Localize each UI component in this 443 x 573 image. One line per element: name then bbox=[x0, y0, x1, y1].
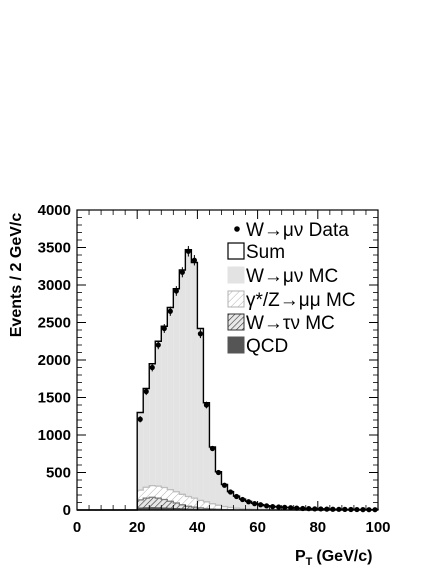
wmunu-bar-28 bbox=[161, 326, 168, 510]
data-point-42 bbox=[203, 402, 210, 408]
x-tick-label-80: 80 bbox=[309, 519, 326, 536]
sum-outline bbox=[77, 249, 379, 511]
wmunu-bar-36 bbox=[185, 249, 192, 510]
legend-swatch-wtaunu bbox=[227, 313, 245, 331]
legend-label-sum: Sum bbox=[246, 242, 285, 263]
x-tick-label-40: 40 bbox=[189, 519, 206, 536]
legend-label-qcd: QCD bbox=[246, 336, 288, 357]
y-tick-label-3500: 3500 bbox=[38, 240, 71, 257]
y-tick-label-3000: 3000 bbox=[38, 277, 71, 294]
wmunu-bar-46 bbox=[215, 471, 222, 510]
data-point-50 bbox=[227, 489, 234, 495]
legend-label-wtaunu: W→τν MC bbox=[246, 313, 335, 334]
wmunu-bar-42 bbox=[203, 402, 210, 510]
y-tick-label-4000: 4000 bbox=[38, 202, 71, 219]
legend-swatch-zmumu bbox=[227, 290, 245, 308]
wmunu-bar-22 bbox=[143, 388, 150, 510]
legend-swatch-sum bbox=[227, 242, 245, 260]
wmunu-bar-32 bbox=[173, 288, 180, 510]
x-axis-label-sub: T bbox=[306, 556, 313, 568]
data-point-32 bbox=[173, 288, 179, 294]
data-point-30 bbox=[167, 308, 173, 314]
sum-histogram bbox=[77, 249, 379, 511]
data-point-40 bbox=[197, 331, 204, 337]
wmunu-bar-56 bbox=[245, 501, 252, 510]
wmunu-bar-26 bbox=[155, 341, 162, 510]
wmunu-bar-50 bbox=[227, 491, 234, 510]
data-point-56 bbox=[245, 499, 252, 505]
legend-label-wmunu: W→μν MC bbox=[246, 266, 338, 287]
wmunu-bar-20 bbox=[137, 412, 144, 510]
data-point-20 bbox=[137, 416, 143, 422]
data-point-66 bbox=[276, 504, 282, 510]
data-point-62 bbox=[264, 503, 270, 509]
tick-labels: 0 500 1000 1500 2000 2500 3000 3500 4000 0 20 40 60 8… bbox=[38, 202, 391, 536]
data-point-86 bbox=[336, 506, 342, 512]
data-point-78 bbox=[312, 506, 318, 512]
data-point-60 bbox=[258, 502, 264, 508]
data-point-22 bbox=[143, 388, 149, 395]
legend-swatch-qcd bbox=[227, 336, 245, 354]
wmunu-bar-40 bbox=[197, 328, 204, 510]
data-point-84 bbox=[330, 506, 336, 512]
data-point-70 bbox=[288, 505, 294, 511]
y-tick-label-1000: 1000 bbox=[38, 427, 71, 444]
stack-fills bbox=[137, 249, 378, 510]
y-tick-label-0: 0 bbox=[63, 502, 71, 519]
data-point-64 bbox=[270, 504, 276, 510]
legend-swatch-wmunu bbox=[227, 266, 245, 284]
wmunu-bar-54 bbox=[239, 499, 246, 510]
data-point-80 bbox=[318, 506, 324, 512]
y-tick-label-2000: 2000 bbox=[38, 352, 71, 369]
y-tick-label-500: 500 bbox=[46, 465, 71, 482]
data-point-36 bbox=[185, 248, 191, 254]
legend-marker-data bbox=[234, 226, 240, 232]
wmunu-bar-52 bbox=[233, 496, 240, 510]
y-tick-label-1500: 1500 bbox=[38, 390, 71, 407]
legend-label-data: W→μν Data bbox=[246, 220, 349, 241]
x-axis-label-units: (GeV/c) bbox=[316, 548, 372, 565]
data-point-58 bbox=[251, 501, 258, 507]
x-tick-label-0: 0 bbox=[73, 519, 81, 536]
x-tick-label-60: 60 bbox=[249, 519, 266, 536]
data-point-34 bbox=[179, 269, 185, 275]
x-axis-label: PT (GeV/c) bbox=[295, 548, 372, 568]
wmunu-bar-30 bbox=[167, 307, 174, 510]
data-point-48 bbox=[221, 482, 228, 488]
x-axis-label-main: P bbox=[295, 548, 306, 565]
data-point-54 bbox=[239, 496, 246, 503]
data-point-44 bbox=[209, 445, 216, 452]
wmunu-bar-24 bbox=[149, 363, 156, 510]
data-point-38 bbox=[191, 257, 197, 263]
data-point-46 bbox=[215, 469, 222, 476]
wmunu-bar-58 bbox=[251, 503, 258, 510]
data-point-24 bbox=[149, 364, 155, 371]
y-axis-label: Events / 2 GeV/c bbox=[8, 213, 25, 338]
wmunu-bar-34 bbox=[179, 270, 186, 510]
legend: W→μν Data Sum W→μν MC γ*/Z→μμ MC W→τν MC… bbox=[227, 220, 356, 357]
wmunu-bar-48 bbox=[221, 484, 228, 510]
y-tick-label-2500: 2500 bbox=[38, 315, 71, 332]
wmunu-bar-38 bbox=[191, 262, 198, 510]
x-tick-label-100: 100 bbox=[365, 519, 390, 536]
data-point-28 bbox=[161, 325, 167, 332]
data-point-82 bbox=[324, 506, 330, 512]
data-point-52 bbox=[233, 493, 240, 500]
data-point-68 bbox=[282, 504, 288, 510]
x-tick-label-20: 20 bbox=[129, 519, 146, 536]
wmunu-bar-44 bbox=[209, 447, 216, 510]
data-point-26 bbox=[155, 342, 161, 348]
axes bbox=[76, 209, 379, 511]
legend-label-zmumu: γ*/Z→μμ MC bbox=[246, 290, 356, 311]
